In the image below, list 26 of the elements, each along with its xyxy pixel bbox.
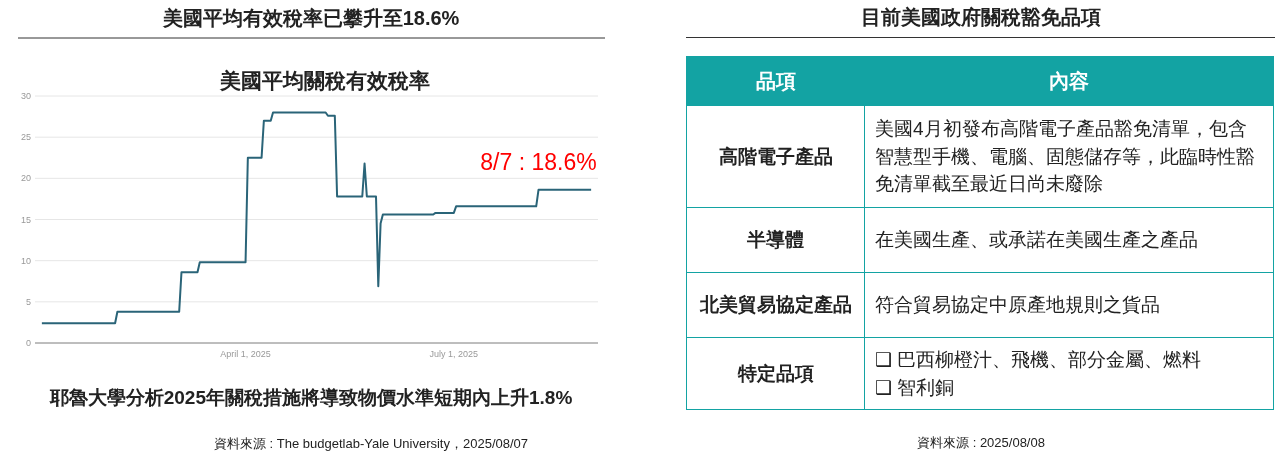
y-tick-label: 25	[20, 132, 31, 143]
y-tick-label: 0	[25, 338, 31, 348]
text: 符合貿易協定中原產地規則之貨品	[875, 294, 1160, 316]
text: 品項	[755, 69, 796, 92]
text: 美國4月初發布高階電子產品豁免清單，包含智慧型手機、電腦、固態儲存等，此臨時性豁免清單截至最近日尚未廢除	[875, 118, 1255, 195]
chart-subtitle: 美國平均關稅有效稅率	[219, 69, 430, 92]
text: 在美國生產、或承諾在美國生產之產品	[875, 229, 1198, 251]
x-tick-label: July 1, 2025	[429, 349, 479, 359]
y-tick-label: 5	[25, 296, 31, 307]
text: 特定品項	[737, 362, 814, 384]
y-tick-label: 20	[20, 173, 31, 184]
y-tick-label: 15	[20, 214, 31, 225]
y-tick-label: 10	[20, 255, 31, 266]
y-tick-label: 30	[20, 91, 31, 101]
text: 目前美國政府關稅豁免品項	[860, 5, 1102, 30]
annotation: 8/7 : 18.6%	[480, 148, 597, 175]
text: 內容	[1049, 69, 1089, 92]
x-tick-label: April 1, 2025	[220, 349, 271, 359]
chart-title: 美國平均有效稅率已攀升至18.6%	[161, 7, 460, 29]
text: 北美貿易協定產品	[699, 294, 852, 315]
source-note: 資料來源 : 2025/08/08	[916, 434, 1046, 452]
text: 耶魯大學分析2025年關稅措施將導致物價水準短期內上升1.8%	[48, 387, 573, 408]
text: ❑ 巴西柳橙汁、飛機、部分金屬、燃料 ❑ 智利銅	[875, 348, 1202, 398]
text: 高階電子產品	[718, 145, 833, 167]
text: 半導體	[747, 229, 804, 250]
source-note: 資料來源 : The budgetlab-Yale University，2025/08/07	[213, 436, 529, 451]
